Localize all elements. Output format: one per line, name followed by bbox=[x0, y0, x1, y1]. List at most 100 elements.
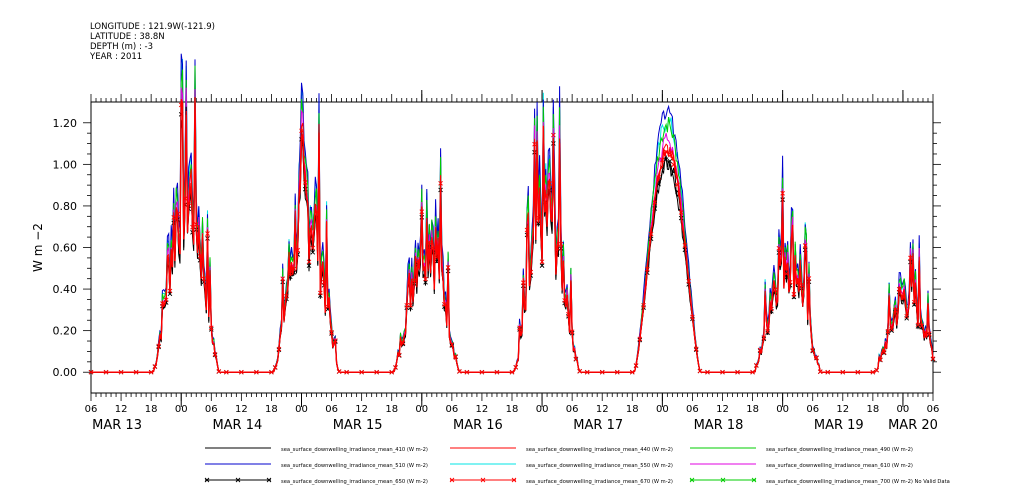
series-marker bbox=[855, 369, 861, 375]
y-tick-label: 0.00 bbox=[53, 366, 78, 379]
series-marker bbox=[513, 364, 519, 370]
series-marker bbox=[393, 365, 398, 370]
series-marker bbox=[133, 369, 139, 375]
series-marker bbox=[893, 307, 898, 313]
series-marker bbox=[88, 369, 94, 375]
legend-label: sea_surface_downwelling_irradiance_mean_… bbox=[526, 463, 673, 469]
y-tick-label: 1.20 bbox=[53, 117, 78, 130]
series-marker bbox=[291, 266, 297, 272]
series-marker bbox=[878, 357, 883, 362]
series-marker bbox=[216, 369, 222, 374]
y-tick-label: 0.60 bbox=[53, 242, 78, 255]
series-marker bbox=[663, 149, 669, 155]
x-tick-label: 18 bbox=[626, 404, 639, 415]
series-marker bbox=[915, 324, 921, 329]
day-label: MAR 13 bbox=[92, 418, 142, 433]
series-marker bbox=[769, 306, 774, 312]
series-marker bbox=[419, 209, 425, 214]
x-tick-label: 00 bbox=[536, 404, 549, 415]
x-tick-label: 12 bbox=[235, 404, 248, 415]
day-label: MAR 14 bbox=[212, 418, 262, 433]
series-marker bbox=[310, 245, 316, 251]
series-marker bbox=[423, 276, 428, 282]
legend-marker bbox=[204, 477, 210, 483]
series-marker bbox=[442, 301, 447, 307]
series-marker bbox=[814, 355, 819, 360]
series-marker bbox=[671, 162, 676, 168]
day-label: MAR 15 bbox=[333, 418, 383, 433]
x-tick-label: 00 bbox=[776, 404, 789, 415]
series-marker bbox=[675, 182, 680, 188]
x-tick-label: 06 bbox=[85, 404, 98, 415]
series-marker bbox=[633, 363, 639, 368]
series-marker bbox=[772, 287, 778, 293]
series-marker bbox=[103, 369, 109, 375]
legend-label: sea_surface_downwelling_irradiance_mean_… bbox=[766, 447, 913, 453]
series-marker bbox=[686, 278, 691, 284]
series-marker bbox=[637, 336, 643, 342]
legend-label: sea_surface_downwelling_irradiance_mean_… bbox=[281, 463, 428, 469]
series-marker bbox=[344, 369, 349, 375]
series-marker bbox=[566, 311, 571, 317]
series-marker bbox=[535, 221, 541, 226]
series-marker bbox=[182, 196, 188, 201]
series-marker bbox=[314, 209, 319, 215]
year-line: YEAR : 2011 bbox=[90, 52, 143, 62]
series-marker bbox=[438, 180, 443, 186]
series-marker bbox=[509, 369, 515, 375]
legend-marker bbox=[235, 477, 241, 483]
series-marker bbox=[915, 322, 921, 328]
series-marker bbox=[118, 369, 124, 375]
x-tick-label: 06 bbox=[927, 404, 940, 415]
metadata-header: LONGITUDE : 121.9W(-121.9) LATITUDE : 38… bbox=[90, 22, 215, 62]
series-marker bbox=[802, 243, 808, 248]
series-marker bbox=[629, 369, 635, 375]
series-marker bbox=[900, 294, 906, 299]
series-marker bbox=[539, 263, 545, 268]
series-marker bbox=[171, 215, 177, 220]
series-marker bbox=[645, 266, 650, 272]
x-tick-label: 12 bbox=[596, 404, 609, 415]
series-marker bbox=[926, 331, 932, 337]
series-marker bbox=[208, 325, 214, 331]
series-marker bbox=[551, 132, 556, 138]
longitude-line: LONGITUDE : 121.9W(-121.9) bbox=[90, 22, 215, 32]
series-marker bbox=[690, 314, 695, 320]
series-marker bbox=[641, 302, 646, 308]
series-marker bbox=[569, 329, 575, 335]
x-tick-label: 06 bbox=[205, 404, 218, 415]
x-tick-label: 12 bbox=[716, 404, 729, 415]
series-marker bbox=[453, 354, 458, 359]
legend-marker bbox=[266, 477, 272, 483]
series-marker bbox=[750, 369, 755, 375]
series-marker bbox=[543, 193, 549, 199]
day-label: MAR 16 bbox=[453, 418, 503, 433]
series-marker bbox=[408, 302, 413, 308]
x-tick-label: 06 bbox=[566, 404, 579, 415]
series-marker bbox=[201, 276, 207, 282]
y-tick-label: 0.80 bbox=[53, 200, 78, 213]
series-marker bbox=[825, 369, 831, 375]
series-marker bbox=[667, 151, 673, 156]
series-marker bbox=[359, 369, 364, 375]
x-tick-label: 00 bbox=[415, 404, 428, 415]
x-tick-label: 00 bbox=[175, 404, 188, 415]
series-marker bbox=[411, 278, 417, 283]
x-tick-label: 12 bbox=[476, 404, 489, 415]
series-marker bbox=[810, 347, 816, 353]
legend-label: sea_surface_downwelling_irradiance_mean_… bbox=[526, 479, 673, 485]
series-marker bbox=[517, 325, 522, 331]
series-marker bbox=[584, 369, 590, 375]
series-marker bbox=[558, 241, 564, 247]
series-marker bbox=[648, 231, 654, 237]
legend-label: sea_surface_downwelling_irradiance_mean_… bbox=[766, 463, 913, 469]
series-marker bbox=[784, 271, 789, 277]
series-marker bbox=[520, 280, 526, 285]
series-marker bbox=[205, 231, 210, 236]
series-marker bbox=[445, 265, 451, 270]
series-marker bbox=[152, 364, 158, 369]
series-marker bbox=[479, 369, 485, 375]
x-tick-label: 06 bbox=[686, 404, 699, 415]
series-marker bbox=[426, 240, 432, 245]
